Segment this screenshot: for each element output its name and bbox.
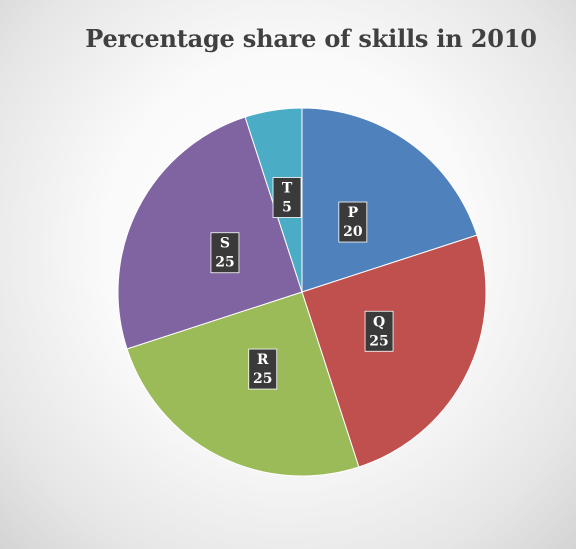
pie-slices	[117, 107, 487, 477]
data-label-value: 5	[282, 199, 292, 215]
data-label-box	[272, 177, 302, 218]
data-label-q: Q 25	[364, 310, 394, 352]
pie-slice-r	[126, 291, 360, 477]
data-label-category: Q	[373, 314, 385, 330]
data-label-category: R	[257, 352, 269, 368]
data-label-value: 25	[253, 371, 272, 387]
pie-slice-q	[301, 234, 487, 468]
pie-slice-s	[117, 116, 303, 350]
data-label-category: T	[282, 180, 293, 196]
data-label-s: S 25	[210, 232, 240, 274]
data-label-box	[338, 201, 368, 243]
data-label-t: T5	[272, 177, 302, 218]
pie-slice-p	[301, 107, 478, 293]
data-label-value: 25	[215, 255, 234, 271]
data-label-p: P 20	[338, 201, 368, 243]
data-label-category: S	[220, 236, 230, 252]
data-label-category: P	[348, 205, 359, 221]
data-label-value: 20	[343, 224, 363, 240]
data-label-value: 25	[369, 333, 388, 349]
data-label-box	[364, 310, 394, 352]
chart-title: Percentage share of skills in 2010	[85, 24, 537, 53]
data-label-box	[210, 232, 240, 274]
data-label-box	[248, 348, 278, 390]
data-label-r: R 25	[248, 348, 278, 390]
